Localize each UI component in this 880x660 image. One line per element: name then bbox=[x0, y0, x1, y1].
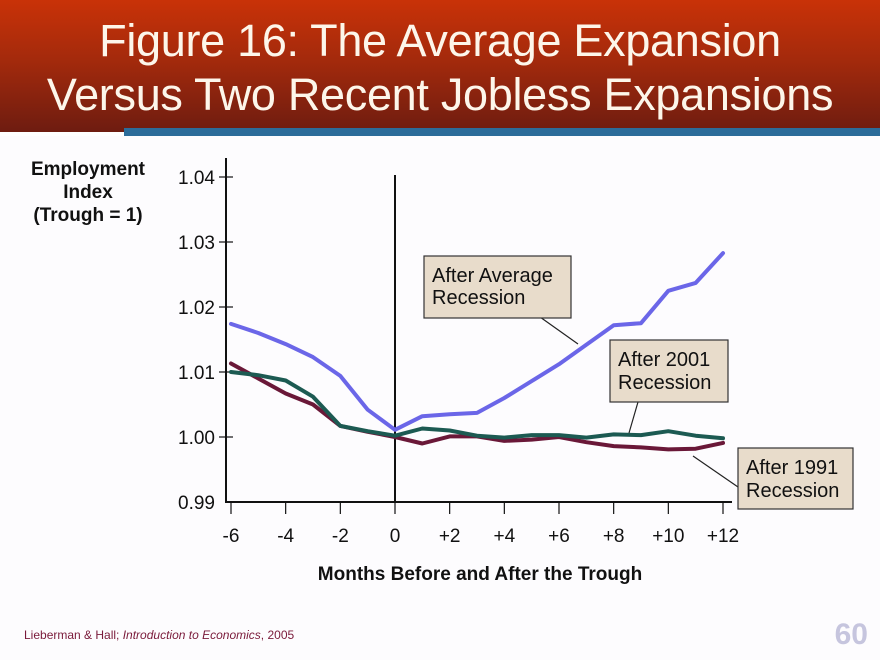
annotation-2001-line-2: Recession bbox=[618, 372, 711, 394]
annotation-2001: After 2001 Recession bbox=[609, 339, 729, 434]
y-tick-label: 0.99 bbox=[178, 493, 215, 514]
citation-authors: Lieberman & Hall; bbox=[24, 628, 123, 642]
annotation-average-line-2: Recession bbox=[432, 287, 525, 309]
series-line-after-average-recession bbox=[229, 251, 725, 432]
y-tick-label: 1.04 bbox=[178, 168, 215, 189]
x-tick-label: +6 bbox=[548, 526, 570, 547]
annotation-average: After Average Recession bbox=[423, 255, 579, 345]
y-axis-title-line-1: Employment bbox=[30, 159, 146, 180]
x-tick-label: -4 bbox=[277, 526, 294, 547]
y-axis-title-line-3: (Trough = 1) bbox=[33, 205, 143, 226]
annotation-2001-line-1: After 2001 bbox=[618, 349, 710, 371]
y-tick-label: 1.00 bbox=[178, 428, 215, 449]
x-tick-label: +4 bbox=[493, 526, 515, 547]
annotation-average-line-1: After Average bbox=[432, 265, 553, 287]
title-line-1: Figure 16: The Average Expansion bbox=[99, 15, 781, 66]
y-tick-label: 1.02 bbox=[178, 298, 215, 319]
page-number: 60 bbox=[834, 618, 868, 651]
x-tick-label: -2 bbox=[332, 526, 349, 547]
x-tick-label: +12 bbox=[707, 526, 739, 547]
y-axis-title: Employment Index (Trough = 1) bbox=[12, 158, 164, 227]
x-tick-label: +10 bbox=[652, 526, 684, 547]
chart-series bbox=[229, 251, 725, 452]
annotation-1991-line-1: After 1991 bbox=[746, 457, 838, 479]
x-tick-label: +8 bbox=[603, 526, 625, 547]
header-divider-white bbox=[0, 132, 124, 136]
x-tick-label: -6 bbox=[223, 526, 240, 547]
series-line-after-2001-recession bbox=[229, 370, 725, 441]
citation-book-title: Introduction to Economics bbox=[122, 628, 261, 642]
slide-title: Figure 16: The Average Expansion Versus … bbox=[0, 14, 880, 122]
annotation-1991-line-2: Recession bbox=[746, 480, 839, 502]
citation: Lieberman & Hall; Introduction to Econom… bbox=[24, 628, 294, 642]
x-tick-label: 0 bbox=[390, 526, 401, 547]
y-tick-label: 1.01 bbox=[178, 363, 215, 384]
title-line-2: Versus Two Recent Jobless Expansions bbox=[46, 69, 834, 120]
citation-year: , 2005 bbox=[260, 628, 295, 642]
y-axis-title-line-2: Index bbox=[63, 182, 113, 203]
slide-header: Figure 16: The Average Expansion Versus … bbox=[0, 0, 880, 132]
annotation-1991: After 1991 Recession bbox=[692, 447, 854, 510]
y-tick-label: 1.03 bbox=[178, 233, 215, 254]
x-tick-label: +2 bbox=[439, 526, 461, 547]
x-axis-title: Months Before and After the Trough bbox=[317, 564, 643, 585]
header-accent-bar bbox=[124, 128, 880, 136]
